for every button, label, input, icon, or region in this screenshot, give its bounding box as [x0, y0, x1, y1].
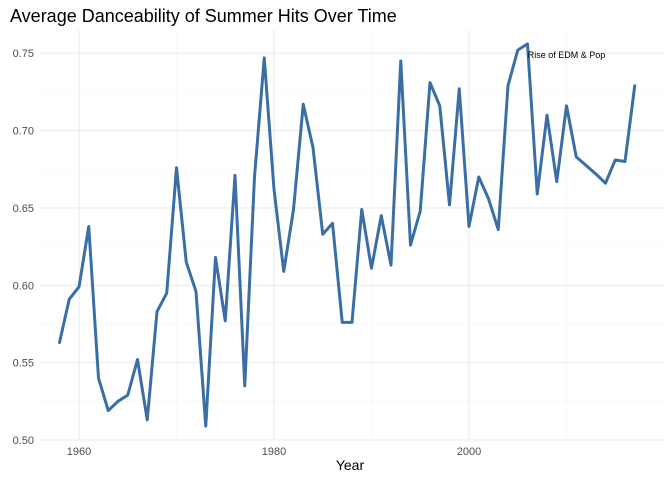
x-tick-label: 1980 [262, 446, 286, 458]
y-tick-label: 0.50 [13, 435, 34, 447]
y-tick-label: 0.55 [13, 358, 34, 370]
chart-title: Average Danceability of Summer Hits Over… [10, 6, 397, 26]
tick-labels: 1960 1980 2000 0.50 0.55 0.60 0.65 0.70 0.75 [13, 48, 482, 458]
x-axis-label: Year [336, 457, 365, 473]
grid [40, 30, 664, 441]
y-tick-label: 0.70 [13, 126, 34, 138]
series-line [58, 42, 637, 428]
series-line-group [58, 42, 637, 428]
y-tick-label: 0.65 [13, 203, 34, 215]
annotation-label: Rise of EDM & Pop [528, 50, 606, 60]
x-tick-label: 2000 [457, 446, 481, 458]
y-tick-label: 0.75 [13, 48, 34, 60]
x-tick-label: 1960 [67, 446, 91, 458]
y-tick-label: 0.60 [13, 280, 34, 292]
